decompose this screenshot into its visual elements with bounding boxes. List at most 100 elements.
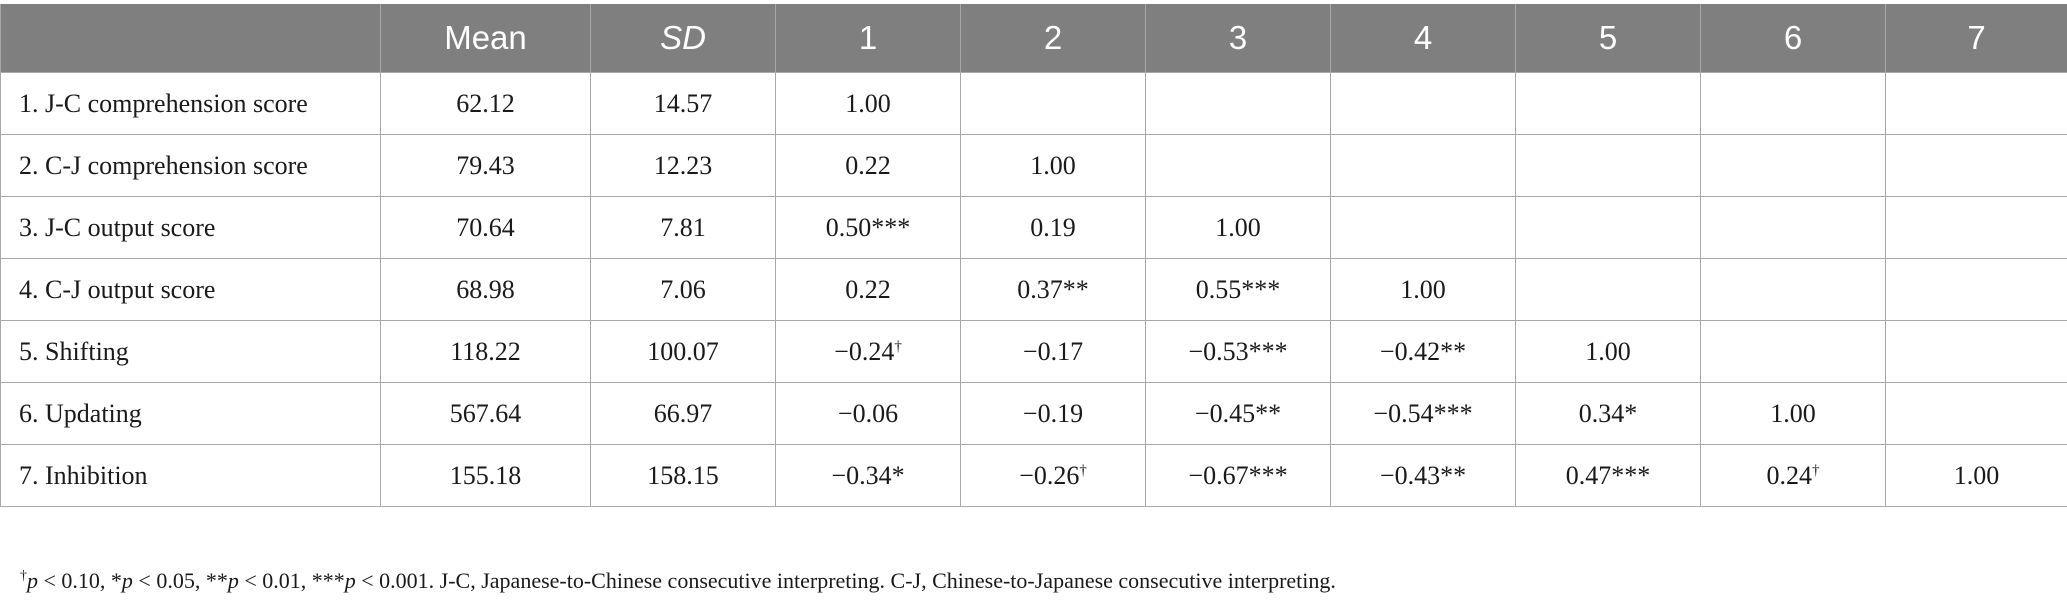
footnote-p: p — [344, 568, 356, 593]
table-cell — [1515, 258, 1701, 321]
table-cell: 68.98 — [380, 258, 591, 321]
table-header: Mean SD 1 2 3 4 5 6 7 — [0, 4, 2067, 73]
table-cell: 14.57 — [590, 72, 776, 135]
table-cell: −0.34* — [775, 444, 961, 507]
header-cell: 2 — [960, 4, 1146, 73]
table-cell: −0.19 — [960, 382, 1146, 445]
table-cell: 79.43 — [380, 134, 591, 197]
table-row: 2. C-J comprehension score 79.43 12.23 0.22… — [0, 134, 2067, 197]
table-cell: 7.81 — [590, 196, 776, 259]
header-cell: 7 — [1885, 4, 2067, 73]
table-cell: 0.22 — [775, 134, 961, 197]
header-cell: 3 — [1145, 4, 1331, 73]
row-label: 4. C-J output score — [0, 258, 381, 321]
table-cell — [1885, 258, 2067, 321]
table-footnote: †p < 0.10, *p < 0.05, **p < 0.01, ***p <… — [20, 568, 1336, 594]
header-row: Mean SD 1 2 3 4 5 6 7 — [0, 4, 2067, 73]
correlation-table: Mean SD 1 2 3 4 5 6 7 1. J-C comprehension score… — [0, 4, 2067, 507]
table-cell — [1885, 134, 2067, 197]
table-cell: 1.00 — [960, 134, 1146, 197]
table-cell: 567.64 — [380, 382, 591, 445]
table-cell — [1330, 196, 1516, 259]
row-label: 5. Shifting — [0, 320, 381, 383]
table-cell — [1515, 134, 1701, 197]
table-cell: 0.37** — [960, 258, 1146, 321]
table-cell — [1700, 72, 1886, 135]
table-cell — [1885, 382, 2067, 445]
table-cell: 7.06 — [590, 258, 776, 321]
table-cell: 0.24† — [1700, 444, 1886, 507]
table-cell — [1145, 134, 1331, 197]
table-cell — [1145, 72, 1331, 135]
table-cell: −0.24† — [775, 320, 961, 383]
header-cell: Mean — [380, 4, 591, 73]
table-cell: 66.97 — [590, 382, 776, 445]
header-cell: 6 — [1700, 4, 1886, 73]
table-cell: −0.06 — [775, 382, 961, 445]
table-cell: −0.42** — [1330, 320, 1516, 383]
table-cell — [1885, 72, 2067, 135]
table-cell: 0.22 — [775, 258, 961, 321]
dagger-mark: † — [894, 337, 902, 354]
table-body: 1. J-C comprehension score 62.12 14.57 1.00… — [0, 72, 2067, 507]
table-cell: 1.00 — [1700, 382, 1886, 445]
row-label: 1. J-C comprehension score — [0, 72, 381, 135]
table-cell: 100.07 — [590, 320, 776, 383]
dagger-mark: † — [1079, 461, 1087, 478]
table-cell: 158.15 — [590, 444, 776, 507]
row-label: 3. J-C output score — [0, 196, 381, 259]
table-cell: 0.19 — [960, 196, 1146, 259]
table-cell: 118.22 — [380, 320, 591, 383]
footnote-p: p — [27, 568, 38, 593]
footnote-text-2: < 0.05, ** — [132, 568, 228, 593]
table-cell: 0.50*** — [775, 196, 961, 259]
table-cell — [1330, 72, 1516, 135]
table-row: 7. Inhibition 155.18 158.15 −0.34* −0.26† −0.… — [0, 444, 2067, 507]
table-cell: 155.18 — [380, 444, 591, 507]
table-cell — [1700, 134, 1886, 197]
table-cell — [960, 72, 1146, 135]
table-cell: −0.43** — [1330, 444, 1516, 507]
table-cell: −0.53*** — [1145, 320, 1331, 383]
row-label: 7. Inhibition — [0, 444, 381, 507]
row-label: 2. C-J comprehension score — [0, 134, 381, 197]
table-cell: −0.17 — [960, 320, 1146, 383]
table-cell — [1885, 320, 2067, 383]
table-cell — [1330, 134, 1516, 197]
table-cell — [1700, 258, 1886, 321]
table-cell: −0.26† — [960, 444, 1146, 507]
dagger-mark: † — [1812, 461, 1820, 478]
table-cell: 0.34* — [1515, 382, 1701, 445]
footnote-text-4: < 0.001. J-C, Japanese-to-Chinese consec… — [355, 568, 1336, 593]
header-cell: SD — [590, 4, 776, 73]
table-cell: 70.64 — [380, 196, 591, 259]
row-label: 6. Updating — [0, 382, 381, 445]
table-cell: 62.12 — [380, 72, 591, 135]
table-cell: 1.00 — [775, 72, 961, 135]
table-cell: 0.55*** — [1145, 258, 1331, 321]
table-cell: −0.45** — [1145, 382, 1331, 445]
footnote-text-1: < 0.10, * — [38, 568, 122, 593]
table-cell: 1.00 — [1330, 258, 1516, 321]
table-cell: 0.47*** — [1515, 444, 1701, 507]
footnote-text-3: < 0.01, *** — [238, 568, 345, 593]
table-row: 3. J-C output score 70.64 7.81 0.50*** 0.19 1… — [0, 196, 2067, 259]
footnote-p: p — [121, 568, 133, 593]
footnote-dagger: † — [20, 568, 27, 584]
table-row: 4. C-J output score 68.98 7.06 0.22 0.37** 0.… — [0, 258, 2067, 321]
footnote-p: p — [227, 568, 239, 593]
table-cell — [1885, 196, 2067, 259]
table-row: 6. Updating 567.64 66.97 −0.06 −0.19 −0.45** −… — [0, 382, 2067, 445]
table-cell — [1515, 72, 1701, 135]
header-cell: 5 — [1515, 4, 1701, 73]
table-cell: −0.67*** — [1145, 444, 1331, 507]
correlation-table-container: Mean SD 1 2 3 4 5 6 7 1. J-C comprehension score… — [0, 4, 2067, 507]
table-cell — [1515, 196, 1701, 259]
table-cell: −0.54*** — [1330, 382, 1516, 445]
table-cell: 1.00 — [1515, 320, 1701, 383]
header-cell: 4 — [1330, 4, 1516, 73]
table-cell — [1700, 196, 1886, 259]
table-cell: 12.23 — [590, 134, 776, 197]
table-row: 5. Shifting 118.22 100.07 −0.24† −0.17 −0.53*… — [0, 320, 2067, 383]
table-cell — [1700, 320, 1886, 383]
